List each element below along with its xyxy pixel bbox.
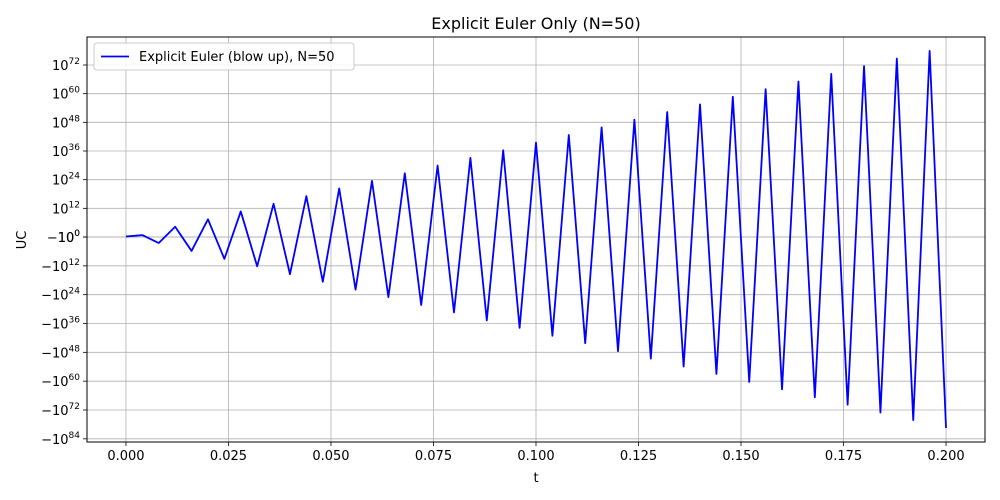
y-tick-base: 10 [52,174,69,189]
x-tick-label: 0.075 [415,449,452,464]
y-tick-base: 10 [52,88,69,103]
series-layer [125,50,947,429]
y-tick-base: 10 [52,59,69,74]
y-tick-base: −10 [41,433,68,448]
y-tick-power: 72 [69,57,80,67]
x-tick-label: 0.125 [620,449,657,464]
y-tick-label: −1024 [41,287,80,304]
y-tick-base: 10 [52,145,69,160]
y-tick-power: 60 [69,373,81,383]
y-tick-label: 1072 [52,57,80,74]
legend-label: Explicit Euler (blow up), N=50 [139,50,335,65]
legend: Explicit Euler (blow up), N=50 [93,42,355,71]
y-tick-base: −10 [41,375,68,390]
y-tick-power: 36 [69,143,81,153]
y-tick-power: 24 [69,172,81,182]
x-tick-label: 0.175 [825,449,862,464]
y-tick-power: 84 [69,431,81,441]
y-tick-label: 1060 [52,86,80,103]
x-tick-label: 0.150 [722,449,759,464]
legend-box [93,42,355,71]
y-tick-power: 12 [69,200,80,210]
y-tick-base: −10 [41,289,68,304]
y-tick-label: −1048 [41,344,80,361]
y-tick-label: −1084 [41,431,80,448]
x-tick-label: 0.025 [210,449,247,464]
y-tick-base: 10 [58,231,75,246]
y-tick-label: 100 [58,229,81,246]
y-tick-label: −100 [47,229,80,246]
x-tick-label: 0.000 [107,449,144,464]
y-tick-power: 72 [69,402,80,412]
y-tick-label: −1060 [41,373,80,390]
x-tick-label: 0.050 [312,449,349,464]
y-tick-base: −10 [41,318,68,333]
y-tick-label: −1036 [41,316,80,333]
y-tick-power: 0 [74,229,80,239]
y-tick-label: 1048 [52,114,80,131]
y-tick-label: 1024 [52,172,80,189]
y-tick-power: 48 [69,344,81,354]
y-tick-base: 10 [52,116,69,131]
y-tick-power: 36 [69,316,81,326]
y-tick-power: 60 [69,86,81,96]
y-tick-power: 12 [69,258,80,268]
y-tick-base: −10 [41,404,68,419]
x-axis-label: t [533,471,538,486]
y-tick-base: −10 [41,346,68,361]
y-axis-label: UC [15,231,30,250]
y-axis: 107210601048103610241012100−100−1012−102… [41,57,87,448]
y-tick-base: −10 [47,231,74,246]
x-tick-label: 0.100 [517,449,554,464]
y-tick-label: 1012 [52,200,80,217]
y-tick-label: −1012 [41,258,80,275]
y-tick-base: −10 [41,260,68,275]
y-tick-power: 24 [69,287,81,297]
y-tick-label: −1072 [41,402,80,419]
y-tick-power: 0 [74,229,80,239]
x-tick-label: 0.200 [927,449,964,464]
series-line-0 [125,50,947,429]
x-axis: 0.000 0.025 0.050 0.075 0.100 0.125 0.150 0.175… [107,442,965,464]
chart-title: Explicit Euler Only (N=50) [431,14,640,33]
y-tick-base: 10 [52,202,69,217]
y-tick-label: 1036 [52,143,80,160]
y-tick-power: 48 [69,114,81,124]
